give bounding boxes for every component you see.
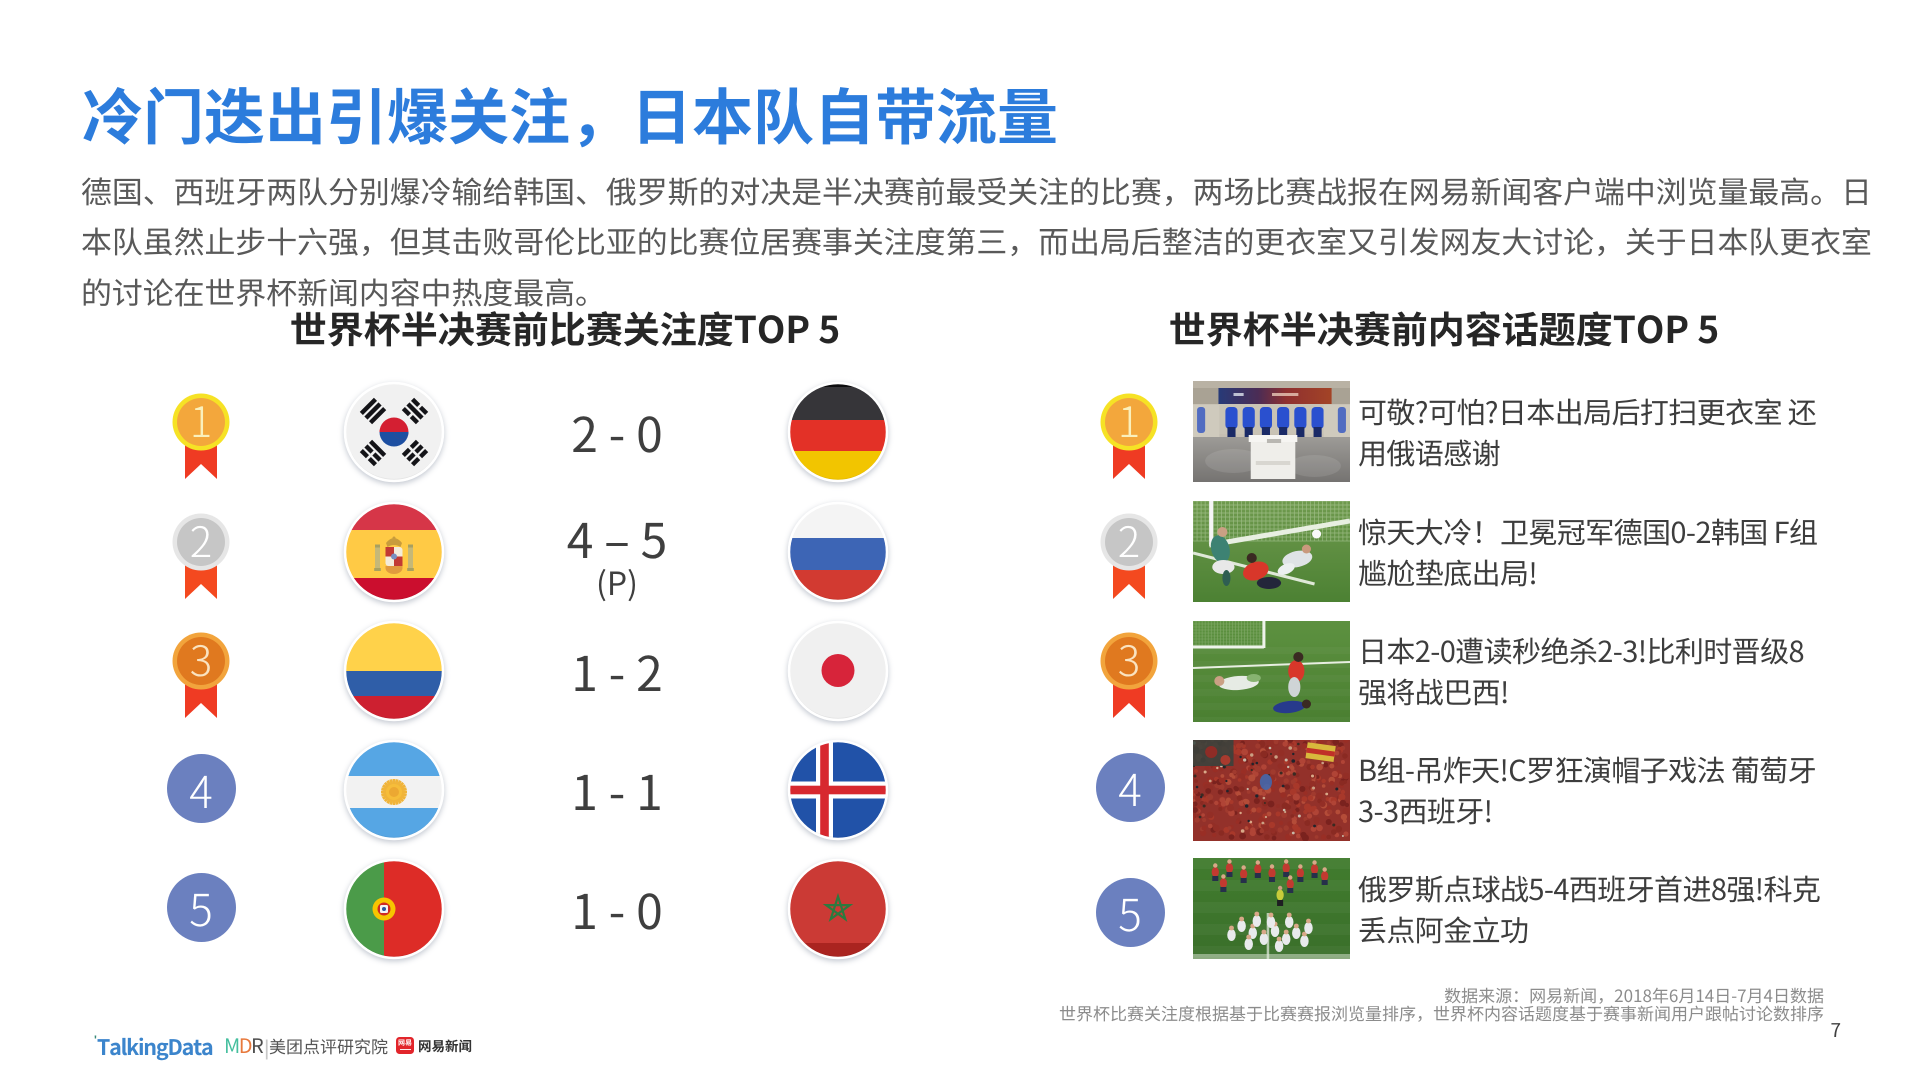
svg-text:2: 2 [190,513,212,570]
svg-text:2: 2 [1118,513,1140,570]
svg-text:1: 1 [1118,393,1140,450]
svg-text:3: 3 [1118,632,1140,689]
svg-text:3: 3 [190,632,212,689]
svg-text:1: 1 [190,393,212,450]
